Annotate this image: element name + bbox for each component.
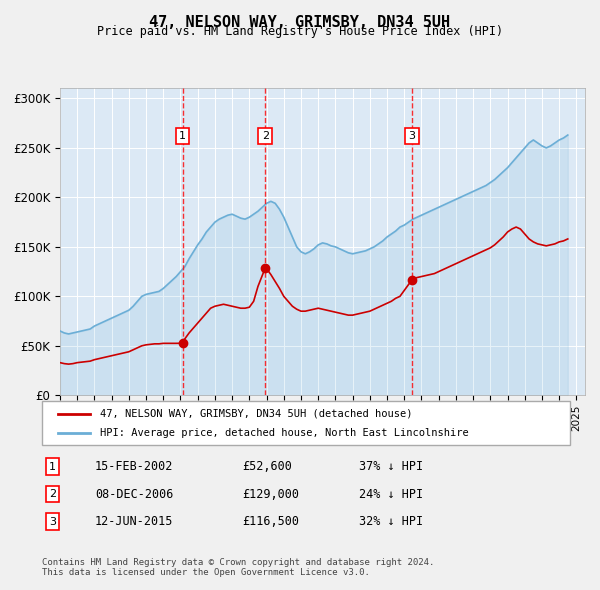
Text: 47, NELSON WAY, GRIMSBY, DN34 5UH: 47, NELSON WAY, GRIMSBY, DN34 5UH bbox=[149, 15, 451, 30]
Text: £52,600: £52,600 bbox=[242, 460, 293, 473]
Text: 47, NELSON WAY, GRIMSBY, DN34 5UH (detached house): 47, NELSON WAY, GRIMSBY, DN34 5UH (detac… bbox=[100, 409, 413, 418]
Text: Price paid vs. HM Land Registry's House Price Index (HPI): Price paid vs. HM Land Registry's House … bbox=[97, 25, 503, 38]
Text: 24% ↓ HPI: 24% ↓ HPI bbox=[359, 487, 423, 501]
Text: 3: 3 bbox=[49, 516, 56, 526]
Text: 2: 2 bbox=[49, 489, 56, 499]
Text: £116,500: £116,500 bbox=[242, 515, 299, 528]
Text: HPI: Average price, detached house, North East Lincolnshire: HPI: Average price, detached house, Nort… bbox=[100, 428, 469, 438]
Text: 1: 1 bbox=[49, 462, 56, 472]
FancyBboxPatch shape bbox=[42, 401, 570, 445]
Text: 37% ↓ HPI: 37% ↓ HPI bbox=[359, 460, 423, 473]
Text: 15-FEB-2002: 15-FEB-2002 bbox=[95, 460, 173, 473]
Text: 2: 2 bbox=[262, 131, 269, 141]
Text: 32% ↓ HPI: 32% ↓ HPI bbox=[359, 515, 423, 528]
Text: 08-DEC-2006: 08-DEC-2006 bbox=[95, 487, 173, 501]
Text: 3: 3 bbox=[409, 131, 415, 141]
Text: 12-JUN-2015: 12-JUN-2015 bbox=[95, 515, 173, 528]
Text: 1: 1 bbox=[179, 131, 186, 141]
Text: Contains HM Land Registry data © Crown copyright and database right 2024.
This d: Contains HM Land Registry data © Crown c… bbox=[42, 558, 434, 577]
Text: £129,000: £129,000 bbox=[242, 487, 299, 501]
